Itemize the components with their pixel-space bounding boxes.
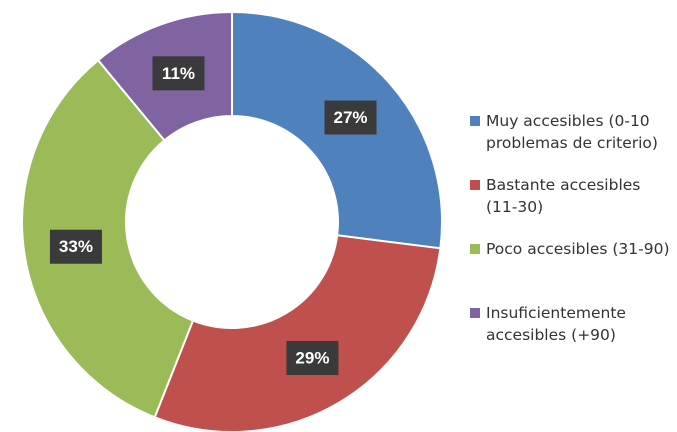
value-label: 27% <box>334 108 368 127</box>
legend-swatch <box>470 308 480 318</box>
donut-slice <box>21 58 195 419</box>
legend-label: Poco accesibles (31-90) <box>486 240 670 258</box>
legend-swatch <box>470 116 480 126</box>
legend-item: Insuficientemente accesibles (+90) <box>470 302 675 346</box>
value-label-box <box>152 56 205 91</box>
legend-label: Insuficientemente accesibles (+90) <box>486 304 626 344</box>
value-label: 29% <box>295 348 329 367</box>
donut-slice <box>153 234 442 432</box>
value-label: 11% <box>162 64 195 83</box>
value-label-box <box>49 229 102 264</box>
legend-label: Bastante accesibles (11-30) <box>486 176 641 216</box>
value-label-box <box>324 100 377 135</box>
legend-item: Muy accesibles (0-10 problemas de criter… <box>470 110 675 154</box>
legend-item: Poco accesibles (31-90) <box>470 238 675 260</box>
value-label-box <box>286 340 339 375</box>
legend-item: Bastante accesibles (11-30) <box>470 174 675 218</box>
chart: 27% 29% 33% 11% <box>21 10 443 432</box>
legend-label: Muy accesibles (0-10 problemas de criter… <box>486 112 658 152</box>
legend-swatch <box>470 244 480 254</box>
legend-swatch <box>470 180 480 190</box>
value-label: 33% <box>59 237 93 256</box>
